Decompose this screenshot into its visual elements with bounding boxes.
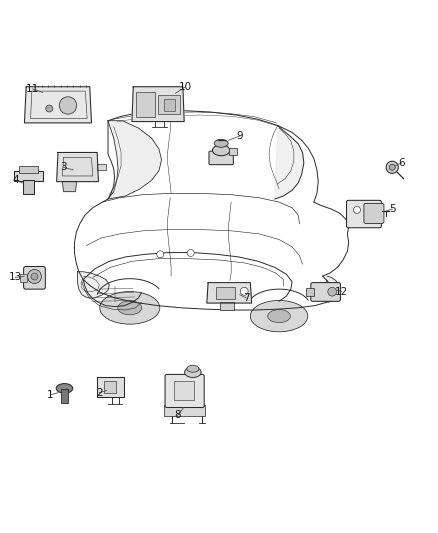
Text: 7: 7 [243, 293, 249, 303]
Polygon shape [78, 272, 110, 298]
Ellipse shape [185, 367, 201, 377]
Text: 8: 8 [174, 410, 181, 421]
Text: 5: 5 [389, 204, 396, 214]
FancyBboxPatch shape [311, 282, 340, 301]
FancyBboxPatch shape [136, 92, 155, 117]
Bar [220, 302, 234, 310]
Bar [19, 166, 39, 173]
Bar [14, 171, 43, 181]
Ellipse shape [56, 384, 73, 393]
Polygon shape [108, 120, 162, 199]
Circle shape [328, 287, 336, 296]
Text: 13: 13 [9, 272, 22, 282]
FancyBboxPatch shape [24, 266, 46, 289]
Circle shape [28, 270, 42, 284]
Ellipse shape [118, 301, 142, 315]
Text: 10: 10 [179, 82, 191, 92]
Circle shape [59, 97, 77, 114]
Circle shape [240, 287, 248, 295]
Text: 9: 9 [237, 131, 243, 141]
Polygon shape [275, 125, 304, 199]
FancyBboxPatch shape [346, 200, 381, 228]
Polygon shape [207, 282, 252, 303]
Bar [20, 274, 27, 282]
Circle shape [386, 161, 398, 173]
Ellipse shape [268, 310, 290, 322]
Text: 6: 6 [399, 158, 405, 168]
Ellipse shape [187, 365, 199, 372]
Bar [229, 148, 237, 155]
Bar [215, 287, 235, 298]
Ellipse shape [100, 292, 160, 324]
Bar [61, 389, 67, 403]
Polygon shape [62, 182, 77, 192]
Bar [174, 381, 194, 400]
FancyBboxPatch shape [165, 375, 204, 408]
Polygon shape [132, 87, 184, 122]
Polygon shape [57, 152, 99, 182]
Bar [23, 180, 34, 194]
Ellipse shape [214, 140, 228, 147]
Bar [164, 99, 175, 111]
Ellipse shape [212, 145, 230, 156]
Text: 3: 3 [60, 162, 67, 172]
Circle shape [31, 273, 38, 280]
Bar [97, 377, 124, 397]
Circle shape [157, 251, 164, 258]
Ellipse shape [251, 301, 308, 332]
Polygon shape [97, 164, 106, 170]
Text: 12: 12 [335, 287, 348, 297]
Polygon shape [322, 276, 340, 302]
FancyBboxPatch shape [209, 151, 233, 165]
Circle shape [389, 164, 395, 171]
Polygon shape [25, 87, 92, 123]
Bar [306, 288, 314, 296]
FancyBboxPatch shape [364, 204, 384, 223]
Text: 2: 2 [96, 387, 102, 398]
Text: 11: 11 [26, 84, 39, 94]
Bar [164, 405, 205, 416]
Text: 1: 1 [47, 390, 53, 400]
Circle shape [46, 105, 53, 112]
Text: 4: 4 [12, 175, 19, 185]
FancyBboxPatch shape [158, 94, 180, 114]
Bar [104, 381, 116, 393]
Circle shape [353, 206, 360, 213]
Circle shape [187, 249, 194, 256]
